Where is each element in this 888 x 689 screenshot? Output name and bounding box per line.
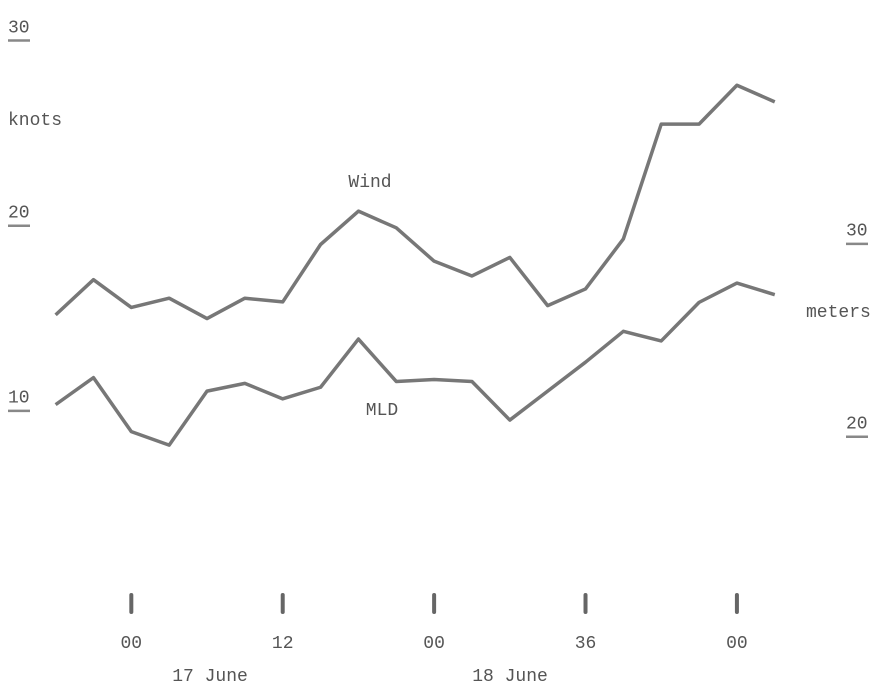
date-label: 18 June (472, 667, 548, 687)
series-label: MLD (366, 401, 398, 421)
x-tick-label: 12 (272, 634, 294, 654)
series-line (54, 83, 776, 321)
y-tick-label: 10 (8, 389, 30, 409)
y2-tick-label: 30 (846, 222, 868, 242)
y-axis-label: knots (8, 111, 62, 131)
x-tick-label: 00 (726, 634, 748, 654)
y-tick-label: 20 (8, 203, 30, 223)
x-tick-label: 36 (575, 634, 597, 654)
date-label: 17 June (172, 667, 248, 687)
y-tick-label: 30 (8, 18, 30, 38)
x-tick-label: 00 (423, 634, 445, 654)
y2-axis-label: meters (806, 303, 871, 323)
y2-tick-label: 20 (846, 415, 868, 435)
series-label: Wind (348, 173, 391, 193)
x-tick-label: 00 (121, 634, 143, 654)
series-line (54, 281, 776, 447)
